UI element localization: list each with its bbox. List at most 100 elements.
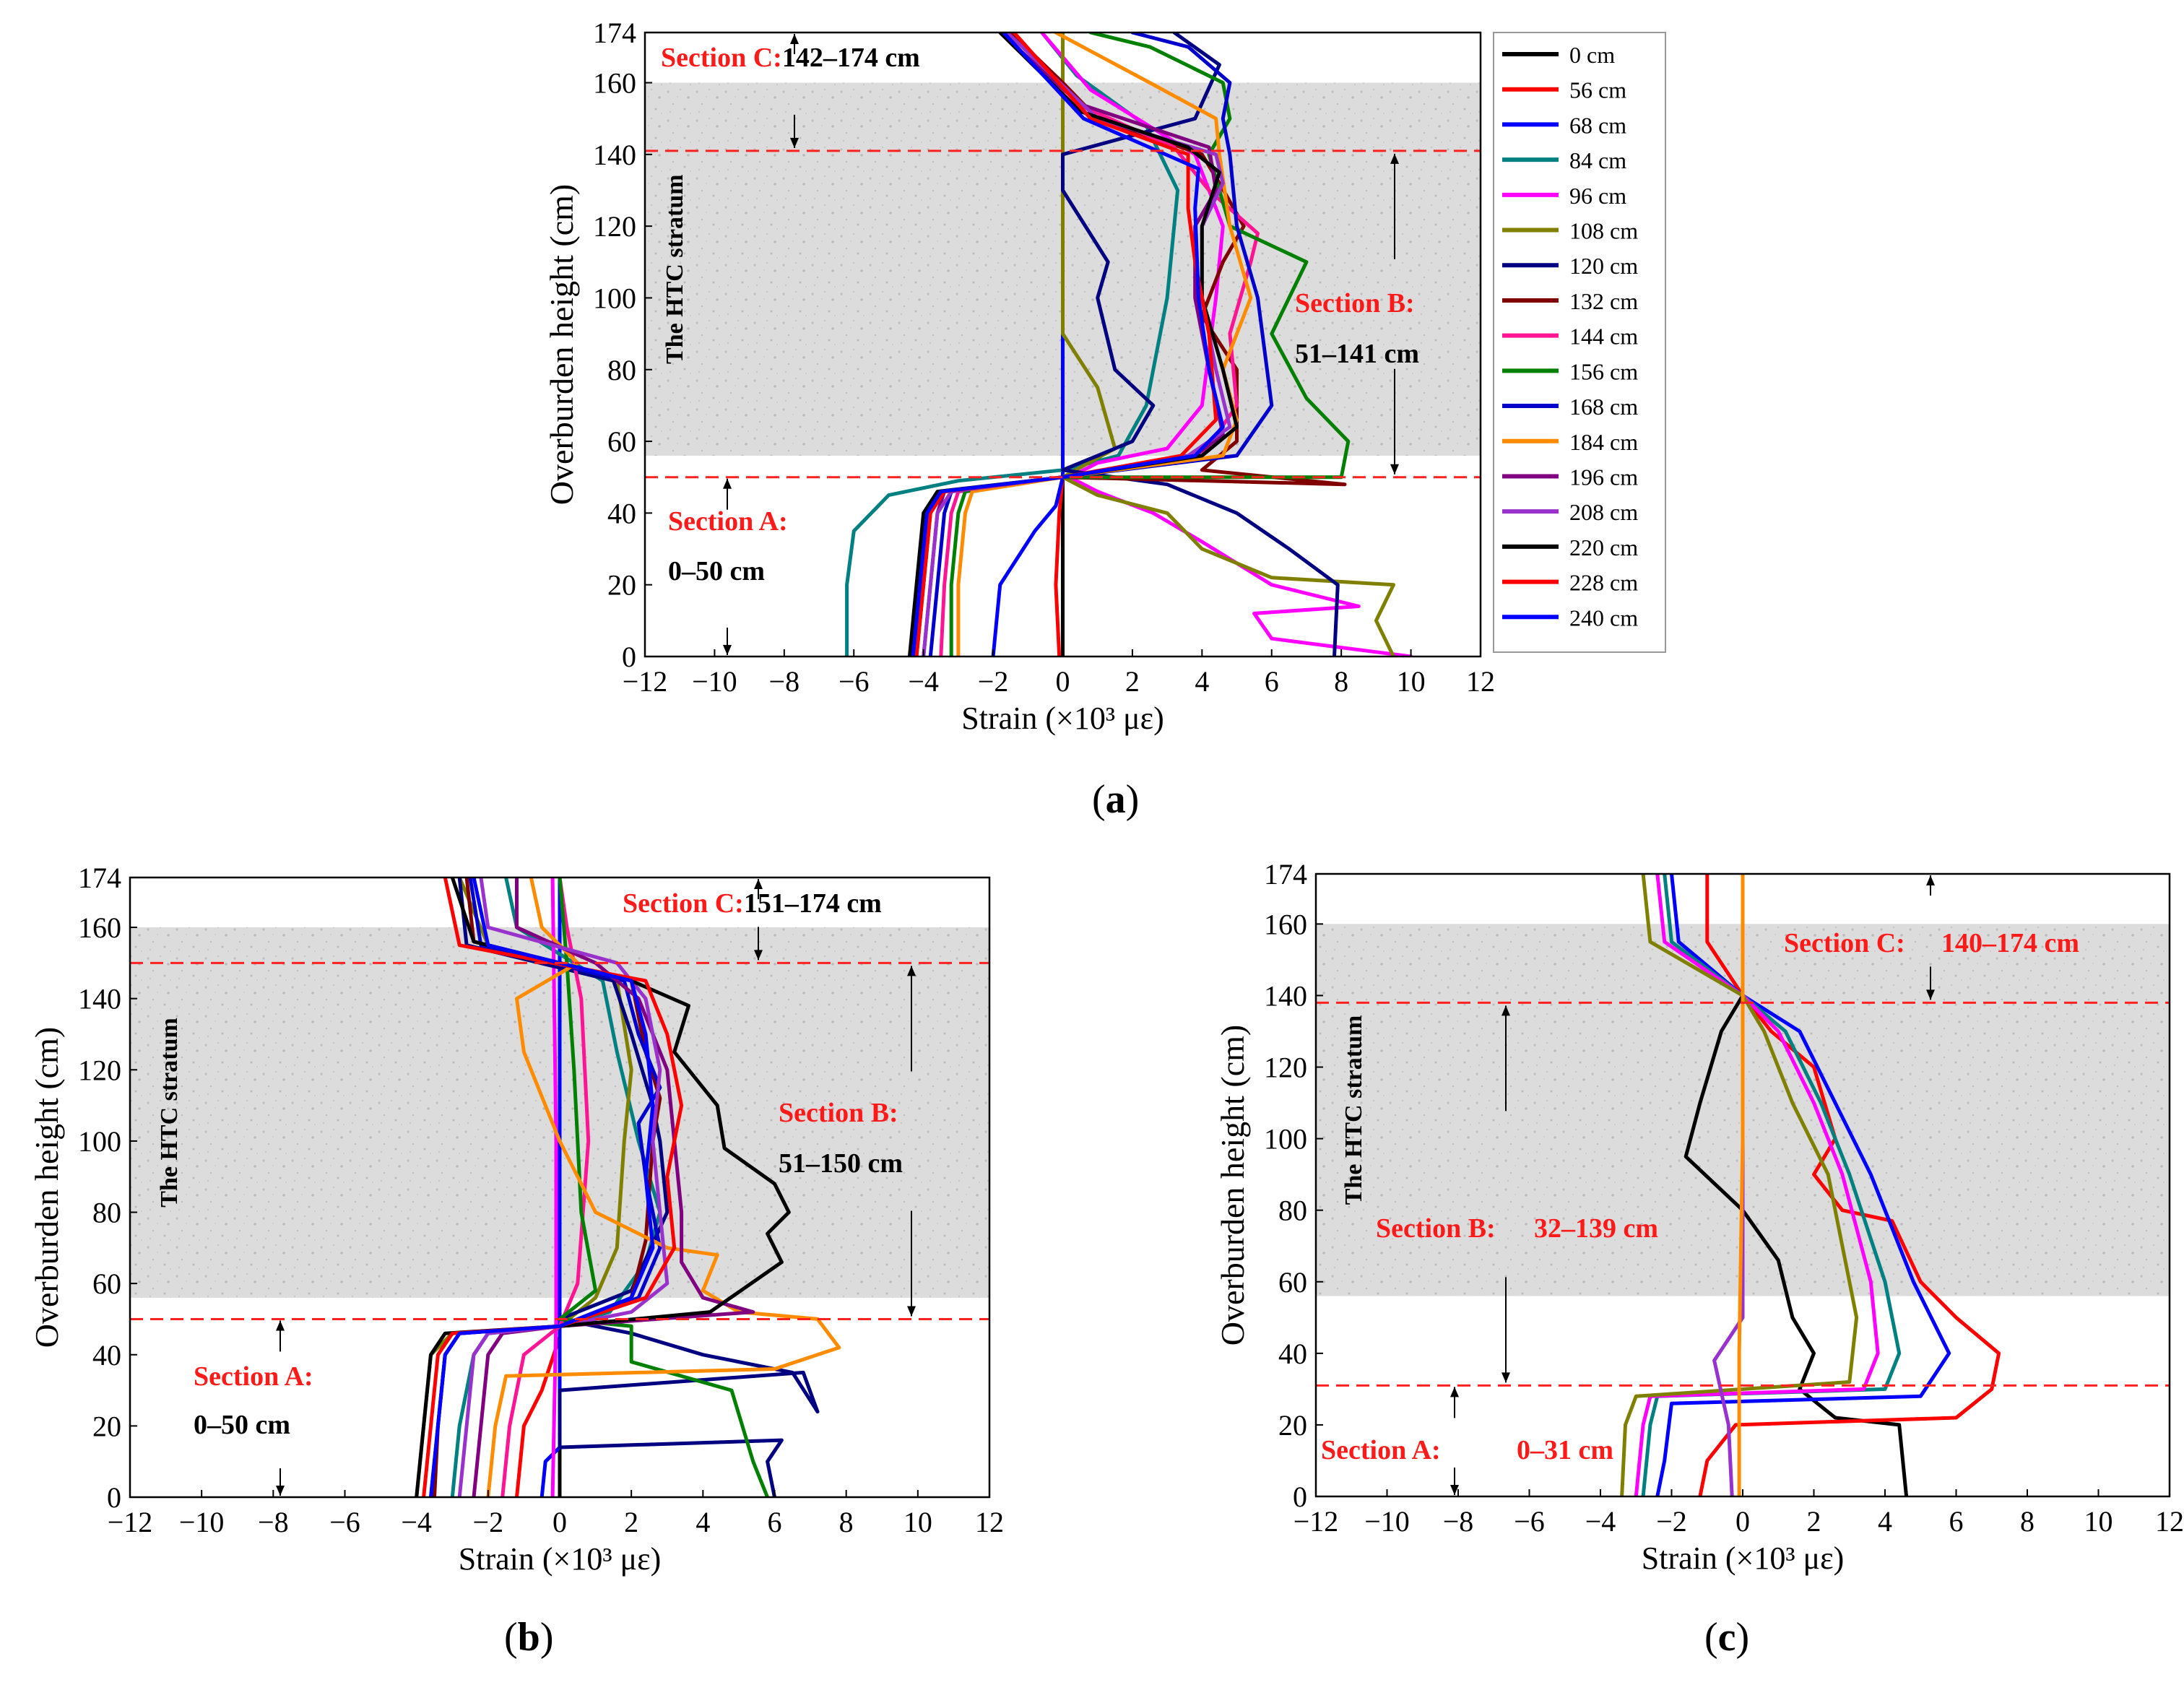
panel-c: The HTC stratum−12 −10 −8 −6 −4 −2 0 2 4 6 8 10 1202… bbox=[1214, 858, 2184, 1660]
x-tick-label: 8 bbox=[2020, 1505, 2034, 1538]
section-a-arrow-down-head bbox=[1450, 1485, 1459, 1495]
section-b-label: Section B: bbox=[779, 1098, 898, 1128]
series-line-228-cm bbox=[422, 878, 684, 1497]
x-tick-label: −8 bbox=[1443, 1505, 1474, 1538]
series-group bbox=[1620, 874, 2001, 1496]
y-tick-label: 140 bbox=[593, 139, 636, 171]
legend-entry: 108 cm bbox=[1569, 218, 1638, 244]
legend-entry: 96 cm bbox=[1569, 183, 1626, 209]
section-c-range: 140–174 cm bbox=[1941, 928, 2079, 958]
x-tick-label: 0 bbox=[1736, 1505, 1750, 1538]
legend-entry: 168 cm bbox=[1569, 394, 1638, 420]
legend-entry: 240 cm bbox=[1569, 604, 1638, 630]
x-tick-label: −10 bbox=[692, 665, 737, 698]
x-tick-label: −4 bbox=[908, 665, 939, 698]
legend-entry: 120 cm bbox=[1569, 253, 1638, 279]
y-axis-label: Overburden height (cm) bbox=[1214, 1025, 1251, 1346]
section-c-arrow-down-head bbox=[1926, 989, 1935, 1000]
x-tick-label: −12 bbox=[1294, 1505, 1339, 1538]
y-tick-label: 60 bbox=[1278, 1266, 1307, 1299]
x-tick-label: 4 bbox=[1878, 1505, 1892, 1538]
y-tick-label: 80 bbox=[607, 354, 636, 386]
y-tick-label: 100 bbox=[593, 282, 636, 314]
y-tick-label: 160 bbox=[1264, 908, 1307, 940]
x-tick-label: 2 bbox=[1125, 665, 1140, 698]
section-c-arrow-down-head bbox=[754, 950, 763, 961]
x-tick-label: −12 bbox=[623, 665, 668, 698]
x-tick-label: 8 bbox=[1334, 665, 1348, 698]
y-tick-label: 160 bbox=[78, 911, 121, 944]
y-tick-label: 20 bbox=[607, 569, 636, 602]
y-tick-label: 120 bbox=[78, 1054, 121, 1086]
legend-box bbox=[1493, 32, 1666, 653]
series-line-132-cm bbox=[1737, 874, 1745, 1496]
x-tick-label: 0 bbox=[1056, 665, 1070, 698]
x-tick-label: −2 bbox=[1656, 1505, 1687, 1538]
section-b-arrow-down-head bbox=[907, 1306, 916, 1317]
y-tick-label: 174 bbox=[593, 17, 636, 49]
series-line-220-cm bbox=[415, 878, 791, 1497]
panel-caption-letter: b bbox=[518, 1615, 540, 1660]
y-axis-label: Overburden height (cm) bbox=[543, 184, 580, 506]
series-line-68-cm bbox=[991, 32, 1065, 656]
series-line-108-cm bbox=[1061, 32, 1395, 656]
section-a-label: Section A: bbox=[668, 506, 788, 537]
y-tick-label: 0 bbox=[107, 1481, 121, 1514]
y-tick-label: 0 bbox=[622, 641, 636, 673]
section-a-label: Section A: bbox=[194, 1361, 313, 1392]
y-axis-label: Overburden height (cm) bbox=[28, 1027, 65, 1348]
y-tick-label: 120 bbox=[593, 210, 636, 243]
section-a-label: Section A: bbox=[1321, 1435, 1441, 1465]
x-tick-label: −8 bbox=[769, 665, 800, 698]
section-b-arrow-up-head bbox=[907, 966, 916, 976]
section-a-arrow-up-head bbox=[1450, 1387, 1459, 1398]
panel-caption: (b) bbox=[504, 1615, 553, 1660]
x-tick-label: 6 bbox=[768, 1506, 782, 1538]
legend-entry: 0 cm bbox=[1569, 42, 1615, 68]
y-tick-label: 100 bbox=[78, 1125, 121, 1158]
x-tick-label: 10 bbox=[904, 1506, 932, 1538]
x-tick-label: 10 bbox=[1397, 665, 1426, 698]
panel-caption-close: ) bbox=[540, 1615, 554, 1660]
y-tick-label: 40 bbox=[1278, 1338, 1307, 1370]
x-tick-label: −4 bbox=[401, 1506, 432, 1538]
section-b-arrow-up-head bbox=[1502, 1005, 1510, 1016]
legend-entry: 208 cm bbox=[1569, 499, 1638, 525]
legend-entry: 56 cm bbox=[1569, 77, 1626, 103]
section-c-label: Section C:151–174 cm bbox=[623, 888, 882, 919]
x-tick-label: 12 bbox=[975, 1506, 1004, 1538]
panel-caption-letter: a bbox=[1106, 777, 1126, 822]
series-line-144-cm bbox=[939, 32, 1260, 656]
section-b-arrow-down-head bbox=[1390, 464, 1399, 474]
x-tick-label: 6 bbox=[1949, 1505, 1964, 1538]
stratum-label: The HTC stratum bbox=[662, 174, 688, 364]
legend-entry: 68 cm bbox=[1569, 112, 1626, 138]
y-tick-label: 80 bbox=[1278, 1195, 1307, 1227]
panel-caption-close: ) bbox=[1736, 1615, 1750, 1660]
x-tick-label: 2 bbox=[1807, 1505, 1821, 1538]
section-c-range: 151–174 cm bbox=[744, 888, 882, 919]
section-b-range: 51–141 cm bbox=[1295, 339, 1419, 369]
panel-caption-close: ) bbox=[1126, 777, 1140, 822]
section-c-arrow-up-head bbox=[754, 879, 763, 889]
panel-caption-letter: c bbox=[1718, 1615, 1736, 1660]
series-line-228-cm bbox=[914, 32, 1218, 656]
section-a-arrow-down-head bbox=[276, 1486, 285, 1496]
x-tick-label: 10 bbox=[2084, 1505, 2113, 1538]
series-line-0-cm bbox=[1684, 874, 1909, 1496]
section-c-label: Section C: bbox=[1784, 928, 1905, 958]
y-tick-label: 60 bbox=[607, 425, 636, 458]
x-tick-label: −6 bbox=[1514, 1505, 1545, 1538]
series-group bbox=[845, 32, 1413, 656]
legend-entry: 196 cm bbox=[1569, 464, 1638, 490]
x-tick-label: 8 bbox=[839, 1506, 854, 1538]
x-tick-label: 12 bbox=[1466, 665, 1495, 698]
x-tick-label: −12 bbox=[108, 1506, 153, 1538]
section-a-arrow-up-head bbox=[276, 1320, 285, 1331]
x-tick-label: −10 bbox=[179, 1506, 225, 1538]
x-tick-label: −8 bbox=[258, 1506, 289, 1538]
section-b-label: Section B: bbox=[1376, 1213, 1496, 1244]
y-tick-label: 20 bbox=[92, 1410, 121, 1442]
section-a-range: 0–50 cm bbox=[668, 556, 765, 586]
